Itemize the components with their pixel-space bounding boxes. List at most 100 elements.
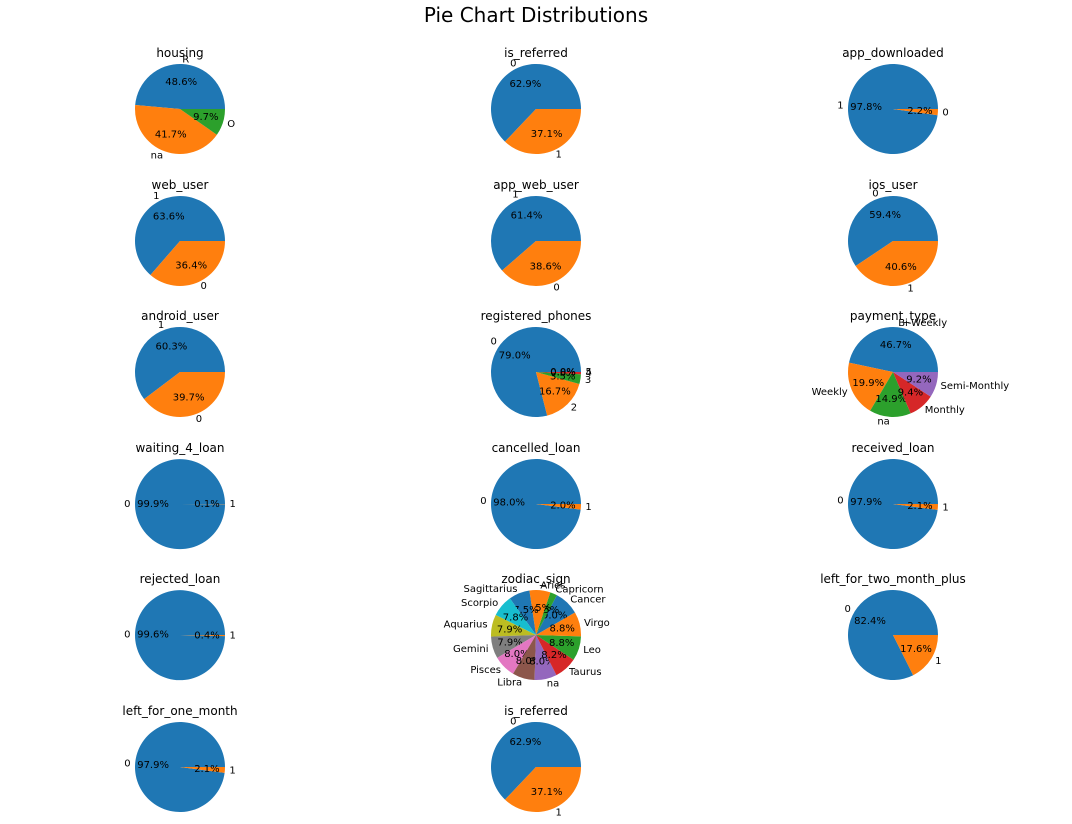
pie-slice — [144, 372, 225, 417]
slice-category-label: Capricorn — [555, 585, 603, 596]
pie-13: rejected_loan 99.6% 0 0.4% 1 — [124, 572, 236, 681]
pie-slice — [893, 504, 938, 510]
slice-percent-label: 0.8% — [550, 368, 575, 379]
slice-category-label: 5 — [586, 367, 592, 378]
slice-percent-label: 62.9% — [510, 79, 542, 90]
pie-slice — [536, 592, 557, 635]
pie-slice — [180, 109, 225, 135]
slice-category-label: Gemini — [453, 644, 489, 655]
slice-category-label: 1 — [230, 631, 236, 642]
pie-5: app_web_user 61.4% 1 38.6% 0 — [491, 178, 581, 293]
slice-category-label: 4 — [586, 368, 592, 379]
slice-category-label: 2 — [571, 402, 577, 413]
slice-percent-label: 2.2% — [907, 106, 932, 117]
pie-slice — [502, 241, 581, 287]
slice-percent-label: 17.6% — [900, 644, 932, 655]
slice-percent-label: 8.8% — [549, 623, 574, 634]
pie-slice — [893, 372, 938, 397]
slice-category-label: Sagittarius — [463, 584, 517, 595]
slice-category-label: O — [227, 119, 235, 130]
slice-category-label: 0 — [942, 107, 948, 118]
slice-percent-label: 7.9% — [497, 624, 522, 635]
slice-category-label: Monthly — [925, 405, 965, 416]
slice-category-label: 1 — [556, 808, 562, 819]
pie-4: web_user 63.6% 1 36.4% 0 — [135, 178, 225, 292]
pie-slice — [135, 196, 225, 275]
pie-title: android_user — [141, 309, 219, 323]
pie-11: cancelled_loan 98.0% 0 2.0% 1 — [480, 441, 592, 550]
slice-percent-label: 3.5% — [550, 371, 575, 382]
pie-slice — [536, 635, 581, 660]
slice-percent-label: 7.5% — [526, 603, 551, 614]
slice-category-label: Aquarius — [444, 620, 488, 631]
slice-percent-label: 14.9% — [875, 394, 907, 405]
slice-percent-label: 0.4% — [194, 630, 219, 641]
slice-percent-label: 48.6% — [165, 77, 197, 88]
slice-category-label: 1 — [230, 499, 236, 510]
slice-category-label: 1 — [153, 191, 159, 202]
slice-percent-label: 8.0% — [504, 649, 529, 660]
slice-category-label: 1 — [935, 656, 941, 667]
slice-percent-label: 59.4% — [869, 210, 901, 221]
slice-percent-label: 9.4% — [898, 388, 923, 399]
slice-category-label: Pisces — [470, 665, 501, 676]
pie-slice — [491, 327, 581, 418]
slice-percent-label: 46.7% — [880, 340, 912, 351]
pie-14: zodiac_sign 9.0%Cancer 2.5% Capricorn 7.5% Ar… — [444, 572, 610, 689]
slice-category-label: 0 — [201, 281, 207, 292]
pie-16: left_for_one_month 97.9% 0 2.1% 1 — [122, 704, 238, 813]
pie-slice — [536, 612, 581, 637]
pie-slice — [893, 372, 931, 414]
slice-category-label: Weekly — [812, 387, 848, 398]
pie-title: zodiac_sign — [501, 572, 570, 586]
pie-slice — [180, 635, 226, 637]
pie-slice — [848, 589, 938, 680]
slice-percent-label: 16.7% — [539, 386, 571, 397]
figure-title: Pie Chart Distributions — [424, 3, 648, 27]
pie-title: is_referred — [504, 704, 568, 718]
slice-category-label: 1 — [907, 283, 913, 294]
pie-title: waiting_4_loan — [135, 441, 224, 455]
pie-grid: housing 48.6% R 41.7% na 9.7% Ois_referred 62.9… — [122, 46, 1009, 819]
pie-title: cancelled_loan — [492, 441, 581, 455]
slice-category-label: 0 — [553, 282, 559, 293]
pie-slice — [536, 372, 581, 375]
slice-category-label: 1 — [158, 320, 164, 331]
pie-9: payment_type 46.7% Bi-Weekly 19.9% Weekly 14.… — [812, 309, 1010, 427]
pie-slice — [135, 459, 225, 550]
pie-slice — [847, 459, 938, 550]
pie-slice — [504, 109, 581, 155]
pie-slice — [495, 598, 536, 635]
pie-slice — [536, 635, 574, 676]
slice-percent-label: 9.2% — [906, 375, 931, 386]
slice-category-label: 0 — [124, 629, 130, 640]
pie-slice — [513, 635, 536, 680]
slice-percent-label: 99.9% — [137, 499, 169, 510]
slice-category-label: Taurus — [568, 667, 602, 678]
slice-percent-label: 2.1% — [194, 764, 219, 775]
slice-percent-label: 7.5% — [513, 605, 538, 616]
slice-category-label: Bi-Weekly — [898, 318, 947, 329]
slice-category-label: 0 — [124, 759, 130, 770]
pie-2: is_referred 62.9% 0 37.1% 1 — [491, 46, 581, 161]
pie-slice — [536, 372, 580, 416]
pie-slice — [135, 590, 225, 681]
slice-category-label: 1 — [229, 765, 235, 776]
pie-slice — [491, 459, 581, 550]
slice-category-label: 0 — [872, 189, 878, 200]
slice-percent-label: 2.0% — [550, 501, 575, 512]
slice-percent-label: 8.0% — [516, 656, 541, 667]
slice-percent-label: 9.7% — [193, 112, 218, 123]
slice-category-label: Scorpio — [461, 598, 498, 609]
pie-slice — [491, 196, 581, 271]
pie-title: payment_type — [850, 309, 936, 323]
pie-slice — [504, 767, 581, 813]
slice-category-label: Libra — [497, 678, 522, 689]
pie-3: app_downloaded 97.8% 1 2.2% 0 — [837, 46, 949, 154]
slice-percent-label: 8.0% — [529, 656, 554, 667]
slice-category-label: 0 — [124, 499, 130, 510]
slice-percent-label: 41.7% — [155, 129, 187, 140]
slice-percent-label: 63.6% — [153, 211, 185, 222]
pie-title: is_referred — [504, 46, 568, 60]
slice-percent-label: 60.3% — [156, 341, 188, 352]
